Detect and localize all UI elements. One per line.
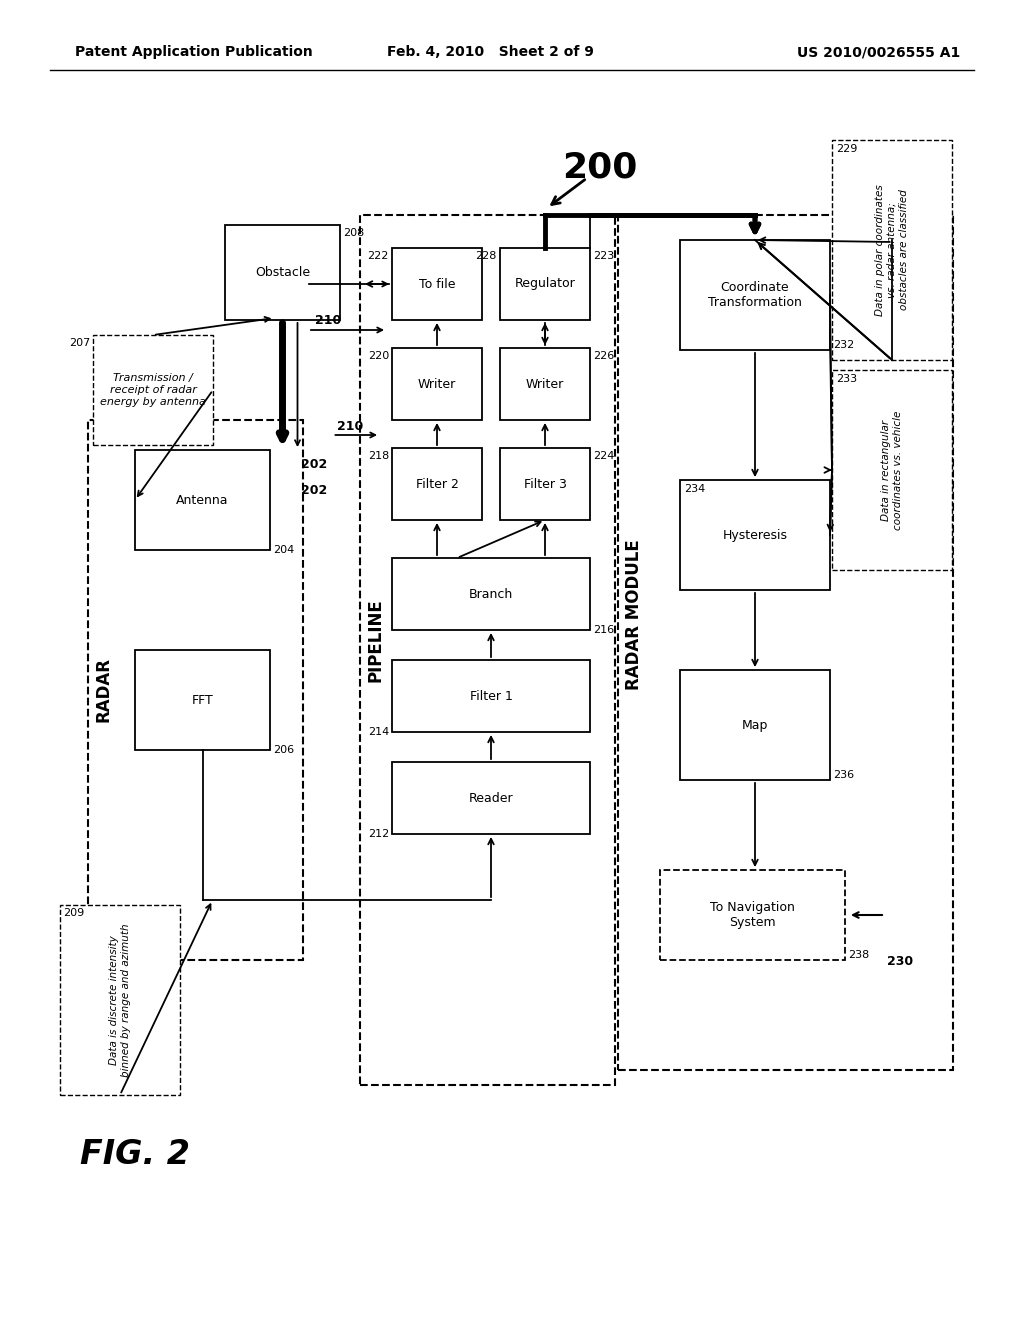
Text: 238: 238 xyxy=(848,950,869,960)
Text: Coordinate
Transformation: Coordinate Transformation xyxy=(708,281,802,309)
Text: RADAR MODULE: RADAR MODULE xyxy=(625,540,643,690)
Text: 210: 210 xyxy=(314,314,341,327)
Text: 229: 229 xyxy=(836,144,857,154)
Text: Map: Map xyxy=(741,718,768,731)
Text: Writer: Writer xyxy=(418,378,456,391)
Bar xyxy=(93,335,213,445)
Text: 230: 230 xyxy=(887,954,913,968)
Text: 214: 214 xyxy=(368,727,389,737)
Text: 224: 224 xyxy=(593,451,614,461)
Text: To Navigation
System: To Navigation System xyxy=(710,902,795,929)
Text: PIPELINE: PIPELINE xyxy=(367,598,385,682)
Text: Filter 3: Filter 3 xyxy=(523,478,566,491)
Text: Antenna: Antenna xyxy=(176,494,228,507)
Bar xyxy=(680,480,830,590)
Text: 223: 223 xyxy=(593,251,614,261)
Text: Patent Application Publication: Patent Application Publication xyxy=(75,45,312,59)
Text: 200: 200 xyxy=(562,150,638,185)
Bar xyxy=(392,558,590,630)
Text: 232: 232 xyxy=(833,341,854,350)
Bar xyxy=(392,348,482,420)
Bar xyxy=(392,447,482,520)
Text: 212: 212 xyxy=(368,829,389,840)
Text: 202: 202 xyxy=(300,458,327,471)
Text: RADAR: RADAR xyxy=(95,657,113,722)
Text: Data in polar coordinates
vs. radar antenna;
obstacles are classified: Data in polar coordinates vs. radar ante… xyxy=(876,183,908,315)
Text: Transmission /
receipt of radar
energy by antenna: Transmission / receipt of radar energy b… xyxy=(100,374,206,407)
Bar xyxy=(60,906,180,1096)
Text: Regulator: Regulator xyxy=(515,277,575,290)
Text: Filter 2: Filter 2 xyxy=(416,478,459,491)
Bar xyxy=(88,420,303,960)
Text: 207: 207 xyxy=(69,338,90,348)
Text: Feb. 4, 2010   Sheet 2 of 9: Feb. 4, 2010 Sheet 2 of 9 xyxy=(387,45,594,59)
Text: 206: 206 xyxy=(273,744,294,755)
Text: 228: 228 xyxy=(475,251,497,261)
Text: To file: To file xyxy=(419,277,456,290)
Bar xyxy=(660,870,845,960)
Text: Filter 1: Filter 1 xyxy=(470,689,512,702)
Text: 202: 202 xyxy=(300,483,327,496)
Text: Obstacle: Obstacle xyxy=(255,267,310,279)
Bar xyxy=(831,140,952,360)
Text: 218: 218 xyxy=(368,451,389,461)
Text: 222: 222 xyxy=(368,251,389,261)
Bar xyxy=(500,348,590,420)
Bar xyxy=(618,215,953,1071)
Text: 220: 220 xyxy=(368,351,389,360)
Text: 216: 216 xyxy=(593,624,614,635)
Text: FIG. 2: FIG. 2 xyxy=(80,1138,190,1172)
Bar xyxy=(135,450,270,550)
Text: Data is discrete intensity
binned by range and azimuth: Data is discrete intensity binned by ran… xyxy=(110,923,131,1077)
Text: 208: 208 xyxy=(343,228,365,238)
Bar xyxy=(360,215,615,1085)
Text: Branch: Branch xyxy=(469,587,513,601)
Bar xyxy=(135,649,270,750)
Bar xyxy=(680,671,830,780)
Bar xyxy=(500,447,590,520)
Bar xyxy=(831,370,952,570)
Bar xyxy=(225,224,340,319)
Text: 210: 210 xyxy=(338,420,364,433)
Text: 234: 234 xyxy=(684,484,706,494)
Text: 233: 233 xyxy=(836,374,857,384)
Text: US 2010/0026555 A1: US 2010/0026555 A1 xyxy=(797,45,961,59)
Text: 226: 226 xyxy=(593,351,614,360)
Text: 236: 236 xyxy=(833,770,854,780)
Text: 209: 209 xyxy=(63,908,84,917)
Text: 204: 204 xyxy=(273,545,294,554)
Text: Hysteresis: Hysteresis xyxy=(723,528,787,541)
Bar xyxy=(500,248,590,319)
Bar xyxy=(680,240,830,350)
Bar xyxy=(392,660,590,733)
Text: Data in rectangular
coordinates vs. vehicle: Data in rectangular coordinates vs. vehi… xyxy=(882,411,903,529)
Text: Writer: Writer xyxy=(526,378,564,391)
Bar xyxy=(392,248,482,319)
Text: Reader: Reader xyxy=(469,792,513,804)
Text: FFT: FFT xyxy=(191,693,213,706)
Bar xyxy=(392,762,590,834)
